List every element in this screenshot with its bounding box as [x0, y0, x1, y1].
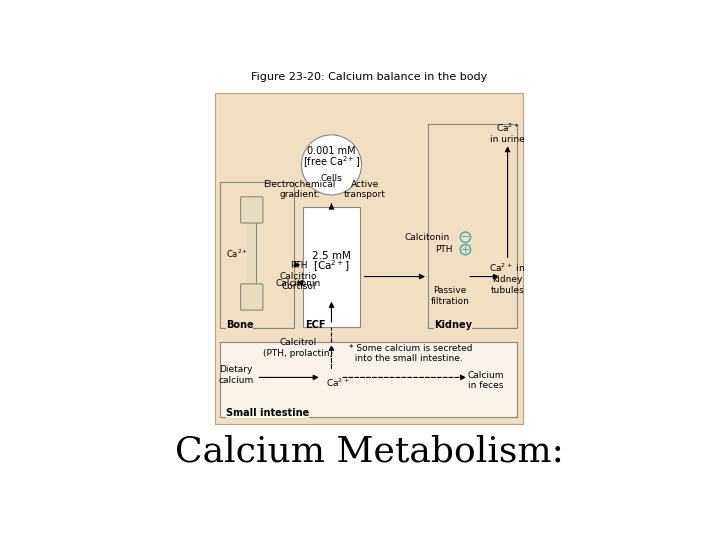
Text: Small intestine: Small intestine: [226, 408, 309, 418]
Text: Calcium
in feces: Calcium in feces: [467, 371, 504, 390]
Text: Active
transport: Active transport: [344, 180, 386, 199]
Text: Kidney: Kidney: [434, 320, 472, 330]
Text: [free Ca$^{2+}$]: [free Ca$^{2+}$]: [303, 154, 360, 170]
FancyBboxPatch shape: [240, 284, 263, 310]
Circle shape: [302, 135, 361, 195]
Text: +: +: [461, 245, 470, 254]
Text: Calcium Metabolism:: Calcium Metabolism:: [174, 434, 564, 468]
Text: Dietary
calcium: Dietary calcium: [219, 366, 253, 385]
Text: Figure 23-20: Calcium balance in the body: Figure 23-20: Calcium balance in the bod…: [251, 72, 487, 82]
Text: Ca$^{2+}$: Ca$^{2+}$: [325, 376, 349, 389]
FancyBboxPatch shape: [302, 207, 360, 327]
Text: Calcitonin: Calcitonin: [276, 279, 321, 288]
Text: PTH: PTH: [435, 245, 453, 254]
Text: Electrochemical
gradient:: Electrochemical gradient:: [264, 180, 336, 199]
FancyBboxPatch shape: [215, 93, 523, 424]
Text: Passive
filtration: Passive filtration: [431, 286, 469, 306]
Text: 0.001 mM: 0.001 mM: [307, 146, 356, 156]
FancyBboxPatch shape: [220, 342, 518, 417]
Text: Bone: Bone: [226, 320, 253, 330]
Text: * Some calcium is secreted
  into the small intestine.: * Some calcium is secreted into the smal…: [348, 344, 472, 363]
Text: Cells: Cells: [320, 174, 342, 183]
Text: Ca$^{2+}$: Ca$^{2+}$: [226, 248, 248, 260]
Text: [Ca$^{2+}$]: [Ca$^{2+}$]: [313, 259, 350, 274]
FancyBboxPatch shape: [428, 124, 518, 328]
Text: ECF: ECF: [305, 320, 326, 329]
Text: Ca$^{2+}$ in
kidney
tubules: Ca$^{2+}$ in kidney tubules: [490, 261, 526, 295]
FancyBboxPatch shape: [240, 197, 263, 223]
Text: Ca$^{2+}$
in urine: Ca$^{2+}$ in urine: [490, 121, 525, 144]
FancyBboxPatch shape: [220, 182, 294, 328]
Text: −: −: [461, 232, 470, 242]
Text: 2.5 mM: 2.5 mM: [312, 251, 351, 261]
Text: Calcitonin: Calcitonin: [405, 233, 450, 242]
FancyBboxPatch shape: [247, 215, 256, 292]
FancyBboxPatch shape: [247, 212, 256, 294]
Text: PTH
Calcitrio
Cortisol: PTH Calcitrio Cortisol: [280, 261, 318, 291]
Text: Calcitrol
(PTH, prolactin): Calcitrol (PTH, prolactin): [263, 339, 333, 358]
